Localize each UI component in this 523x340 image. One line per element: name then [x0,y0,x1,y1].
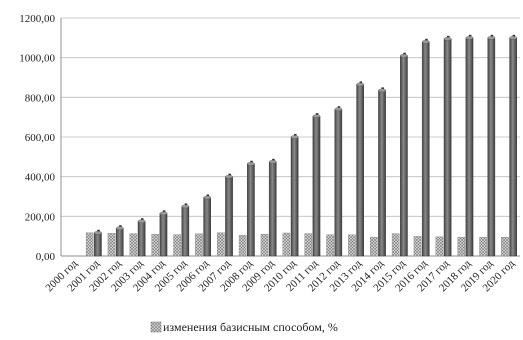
gridlines [61,17,520,257]
bar-dark [312,115,321,257]
bar-dark-top [115,226,124,230]
legend-swatch [150,321,162,333]
bar-dark-top [203,195,211,200]
y-tick-label: 400,00 [25,172,56,184]
bar-light [479,236,487,257]
axes [60,18,520,257]
bar-light [413,236,422,257]
bar-dark [225,176,233,257]
bar-dark-top [465,36,474,40]
y-tick-label: 0,00 [36,251,56,263]
bar-dark-top [137,219,146,224]
bar-dark [181,206,190,257]
bar-dark-top [94,231,102,235]
bar-dark-top [268,160,277,164]
bar-dark-top [247,162,255,166]
bar-light [457,236,466,257]
bar-dark [509,37,517,257]
y-tick-label: 200,00 [25,211,56,223]
bar-dark-top [487,36,496,40]
y-tick-label: 600,00 [25,132,56,144]
bar-light [195,233,203,257]
bar-light [282,232,291,257]
bar-light [348,234,356,257]
bar-light [260,233,269,257]
bar-light [107,232,116,257]
bar-light [173,234,181,257]
bar-dark-top [509,36,517,40]
bar-dark [94,232,102,257]
bar-light [435,236,444,257]
bar-dark-top [421,40,430,44]
bar-dark [115,228,124,257]
bar-dark-top [378,88,386,93]
y-tick-label: 1200,00 [19,13,55,25]
bar-light [238,234,247,257]
bar-light [391,233,400,257]
legend: изменения базисным способом, % [150,320,338,334]
bar-light [129,233,138,257]
bar-dark-top [400,53,408,58]
bar-light [85,232,94,257]
legend-label: изменения базисным способом, % [163,320,338,334]
bar-light [304,233,313,257]
bar-dark-top [334,107,343,111]
bar-light [217,232,225,257]
bar-light [370,236,378,257]
bar-dark [400,55,408,257]
bar-dark-top [225,174,233,179]
bar-dark [465,37,474,257]
bar-dark [290,136,299,257]
y-tick-label: 800,00 [25,92,56,104]
bar-light [326,234,334,257]
bar-dark [443,38,452,257]
bar-dark-top [356,82,364,87]
bar-dark [334,109,343,257]
bar-dark-top [443,37,452,41]
bar-dark-top [312,114,321,118]
bar-dark [137,221,146,257]
bars [85,34,517,257]
bar-light [151,233,160,257]
axis-labels: 0,00 200,00 400,00 600,00 800,00 1000,00 1200,… [19,13,517,294]
bar-dark [203,197,211,257]
bar-dark [159,213,168,257]
bar-dark [268,161,277,257]
bar-dark-top [181,204,190,209]
bar-dark-top [290,135,299,139]
bar-dark [356,84,364,257]
bar-dark [247,163,255,257]
y-tick-label: 1000,00 [19,53,55,65]
bar-dark [378,90,386,257]
bar-light [501,236,509,257]
bar-dark [487,37,496,257]
bar-dark-top [159,211,168,216]
bar-dark [421,41,430,257]
